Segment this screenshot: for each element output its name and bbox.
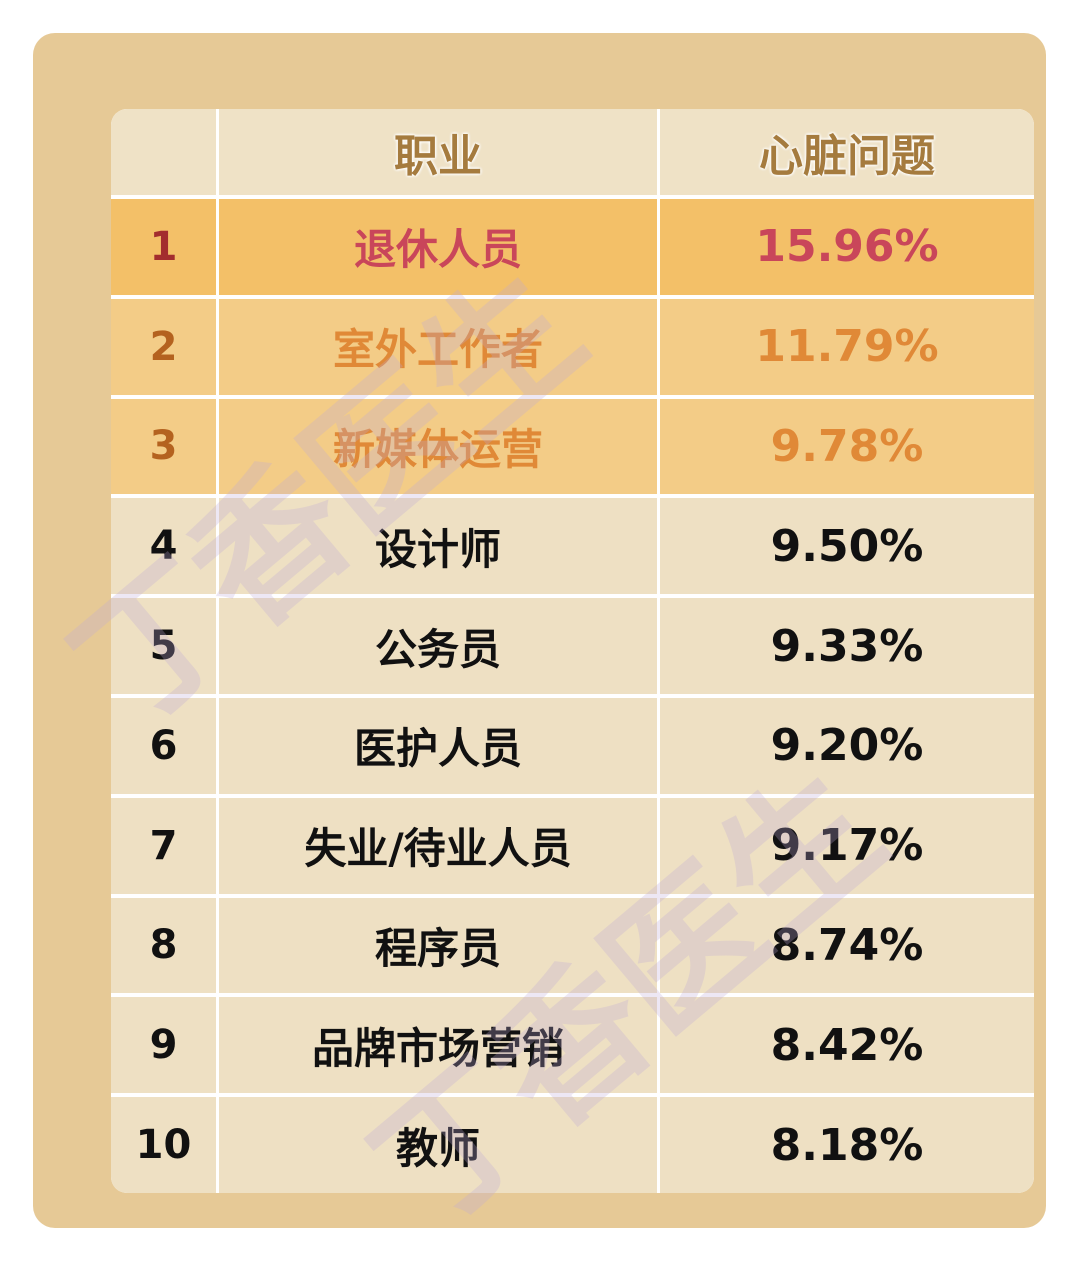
table-cell-value: 8.18%	[660, 1097, 1034, 1193]
table-cell-occupation: 医护人员	[219, 698, 657, 794]
table-cell-occupation: 设计师	[219, 498, 657, 595]
table-cell-rank: 1	[111, 199, 216, 295]
table-cell-rank: 5	[111, 598, 216, 694]
table-cell-rank: 6	[111, 698, 216, 794]
header-occupation: 职业	[219, 109, 657, 195]
table-cell-value: 8.74%	[660, 897, 1034, 994]
table-card: 职业 心脏问题 1 退休人员 15.96% 2 室外工作者 11.79% 3 新媒体运营 9.7…	[33, 33, 1046, 1228]
occupation-heart-table: 职业 心脏问题 1 退休人员 15.96% 2 室外工作者 11.79% 3 新媒体运营 9.7…	[111, 109, 1034, 1193]
table-cell-rank: 2	[111, 298, 216, 395]
table-cell-rank: 4	[111, 498, 216, 595]
table-cell-value: 9.78%	[660, 398, 1034, 495]
header-heart-problem: 心脏问题	[660, 109, 1034, 195]
table-cell-occupation: 退休人员	[219, 199, 657, 295]
header-rank	[111, 109, 216, 195]
table-cell-rank: 10	[111, 1097, 216, 1193]
table-cell-occupation: 品牌市场营销	[219, 997, 657, 1094]
table-cell-occupation: 公务员	[219, 598, 657, 694]
table-cell-occupation: 程序员	[219, 897, 657, 994]
table-cell-occupation: 室外工作者	[219, 298, 657, 395]
table-cell-occupation: 教师	[219, 1097, 657, 1193]
table-cell-value: 9.33%	[660, 598, 1034, 694]
table-cell-value: 11.79%	[660, 298, 1034, 395]
table-cell-rank: 7	[111, 797, 216, 894]
table-cell-value: 9.50%	[660, 498, 1034, 595]
table-cell-value: 9.20%	[660, 698, 1034, 794]
table-cell-value: 8.42%	[660, 997, 1034, 1094]
table-cell-occupation: 新媒体运营	[219, 398, 657, 495]
table-cell-value: 15.96%	[660, 199, 1034, 295]
table-cell-rank: 3	[111, 398, 216, 495]
table-cell-rank: 9	[111, 997, 216, 1094]
table-cell-occupation: 失业/待业人员	[219, 797, 657, 894]
table-cell-value: 9.17%	[660, 797, 1034, 894]
table-cell-rank: 8	[111, 897, 216, 994]
